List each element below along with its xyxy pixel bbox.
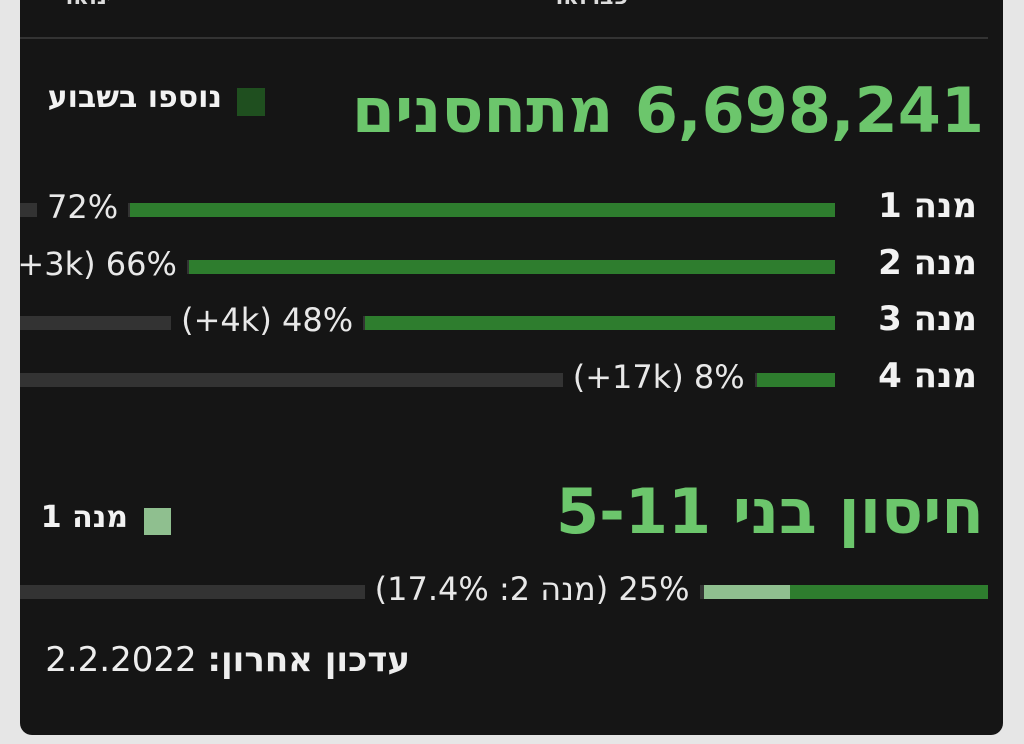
divider	[20, 37, 988, 39]
percent: 8%	[693, 358, 745, 397]
percent: 25%	[618, 570, 690, 608]
legend-swatch	[144, 508, 171, 535]
legend-swatch	[237, 88, 265, 116]
bar-label: (+3k) 66%	[20, 244, 187, 283]
bar	[756, 373, 835, 388]
bar-label: (+17k) 8%	[562, 358, 755, 397]
percent: 48%	[281, 301, 354, 340]
added: (+4k)	[181, 301, 272, 340]
total-title: 6,698,241 מתחסנים	[351, 74, 984, 147]
kids-title: חיסון בני 5-11	[555, 475, 984, 548]
dose-label: מנה 3	[878, 299, 977, 340]
bar	[130, 203, 835, 217]
bar-label: (+4k) 48%	[171, 301, 364, 340]
bar	[365, 316, 835, 331]
bar	[188, 259, 835, 274]
bar-label: 72%	[37, 188, 129, 226]
added: (+3k)	[20, 244, 96, 283]
panel: ינואר פברואר 6,698,241 מתחסנים נוספו בשב…	[20, 0, 1003, 735]
month: פברואר	[550, 0, 628, 10]
footer-label: עדכון אחרון:	[207, 640, 410, 680]
legend-text: נוספו בשבוע	[47, 80, 222, 115]
dose-label: מנה 2	[878, 242, 977, 283]
legend-text: מנה 1	[40, 500, 128, 535]
percent: 66%	[105, 244, 177, 283]
bar	[789, 585, 988, 599]
bar-label: 25% (מנה 2: 17.4%)	[364, 570, 700, 608]
percent: 72%	[47, 188, 119, 226]
dose-label: מנה 4	[878, 356, 977, 397]
dose2-text: (מנה 2: 17.4%)	[374, 570, 609, 608]
added: (+17k)	[572, 358, 684, 397]
month: ינואר	[60, 0, 113, 10]
footer: עדכון אחרון: 2.2.2022	[45, 640, 410, 680]
dose-label: מנה 1	[878, 186, 977, 226]
footer-date: 2.2.2022	[45, 640, 197, 680]
